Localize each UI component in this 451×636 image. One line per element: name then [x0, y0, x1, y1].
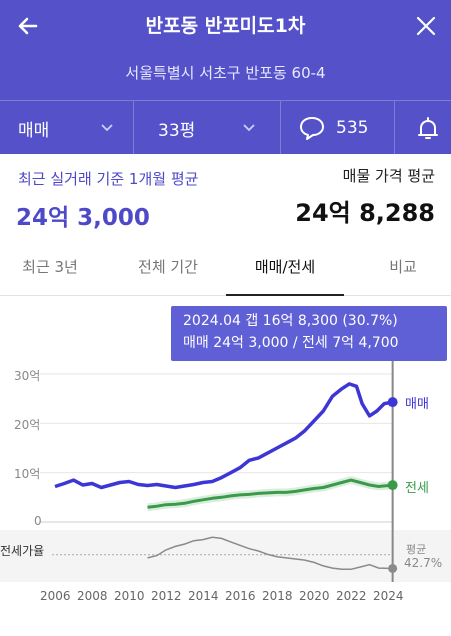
x-tick-label: 2008	[77, 589, 108, 603]
y-tick-label: 0	[34, 514, 42, 528]
sale-end-point	[387, 397, 398, 408]
price-chart[interactable]	[0, 298, 451, 636]
jeonse-end-point	[387, 480, 398, 491]
bell-icon[interactable]	[414, 115, 442, 143]
chevron-down-icon	[101, 124, 113, 132]
ratio-avg-value: 42.7%	[404, 556, 443, 570]
divider	[280, 101, 281, 155]
x-tick-label: 2022	[336, 589, 367, 603]
divider	[394, 101, 395, 155]
tooltip-price-line: 매매 24억 3,000 / 전세 7억 4,700	[183, 335, 399, 351]
x-tick-label: 2012	[151, 589, 182, 603]
y-tick-label: 10억	[14, 467, 41, 481]
size-dropdown[interactable]: 33평	[158, 101, 268, 155]
x-tick-label: 2018	[262, 589, 293, 603]
filter-bar: 매매 33평 535	[0, 100, 451, 155]
trade-type-dropdown[interactable]: 매매	[18, 101, 128, 155]
address-text: 서울특별시 서초구 반포동 60-4	[125, 64, 326, 82]
ratio-band	[0, 530, 451, 582]
tab-sale-jeonse[interactable]: 매매/전세	[226, 242, 344, 296]
x-tick-label: 2014	[188, 589, 219, 603]
listing-price-value: 24억 8,288	[295, 199, 435, 227]
listing-price-label: 매물 가격 평균	[342, 167, 435, 185]
series-label-jeonse: 전세	[405, 481, 429, 496]
page-title: 반포동 반포미도1차	[145, 15, 306, 37]
y-tick-label: 30억	[14, 369, 41, 383]
recent-trade-value: 24억 3,000	[16, 205, 150, 231]
comments-button[interactable]: 535	[298, 101, 388, 155]
comment-count: 535	[336, 118, 369, 138]
ratio-end-point	[388, 563, 398, 573]
chevron-down-icon	[243, 124, 255, 132]
chart-tooltip: 2024.04 갭 16억 8,300 (30.7%) 매매 24억 3,000…	[171, 306, 447, 361]
y-tick-label: 20억	[14, 418, 41, 432]
series-label-sale: 매매	[405, 397, 429, 412]
x-tick-label: 2006	[40, 589, 71, 603]
speech-bubble-icon	[300, 117, 324, 140]
x-tick-label: 2016	[225, 589, 256, 603]
sale-price-line	[54, 382, 393, 490]
period-tabs: 최근 3년 전체 기간 매매/전세 비교	[0, 242, 451, 296]
size-label: 33평	[158, 120, 196, 141]
ratio-avg-label: 평균	[406, 543, 427, 556]
close-icon[interactable]	[412, 12, 440, 40]
recent-trade-label: 최근 실거래 기준 1개월 평균	[18, 170, 199, 188]
x-tick-label: 2020	[299, 589, 330, 603]
divider	[133, 101, 134, 155]
jeonse-ratio-line	[147, 536, 393, 571]
app-header: 반포동 반포미도1차 서울특별시 서초구 반포동 60-4 매매 33평 535	[0, 0, 451, 155]
x-tick-label: 2024	[373, 589, 404, 603]
tooltip-gap-line: 2024.04 갭 16억 8,300 (30.7%)	[183, 313, 398, 329]
back-arrow-icon[interactable]	[14, 12, 42, 40]
jeonse-price-line	[147, 478, 393, 509]
trade-type-label: 매매	[18, 120, 50, 141]
tab-recent-3y[interactable]: 최근 3년	[22, 258, 78, 276]
tab-all-period[interactable]: 전체 기간	[138, 258, 198, 276]
tab-compare[interactable]: 비교	[389, 258, 417, 276]
x-tick-label: 2010	[114, 589, 145, 603]
ratio-label: 전세가율	[0, 544, 45, 558]
